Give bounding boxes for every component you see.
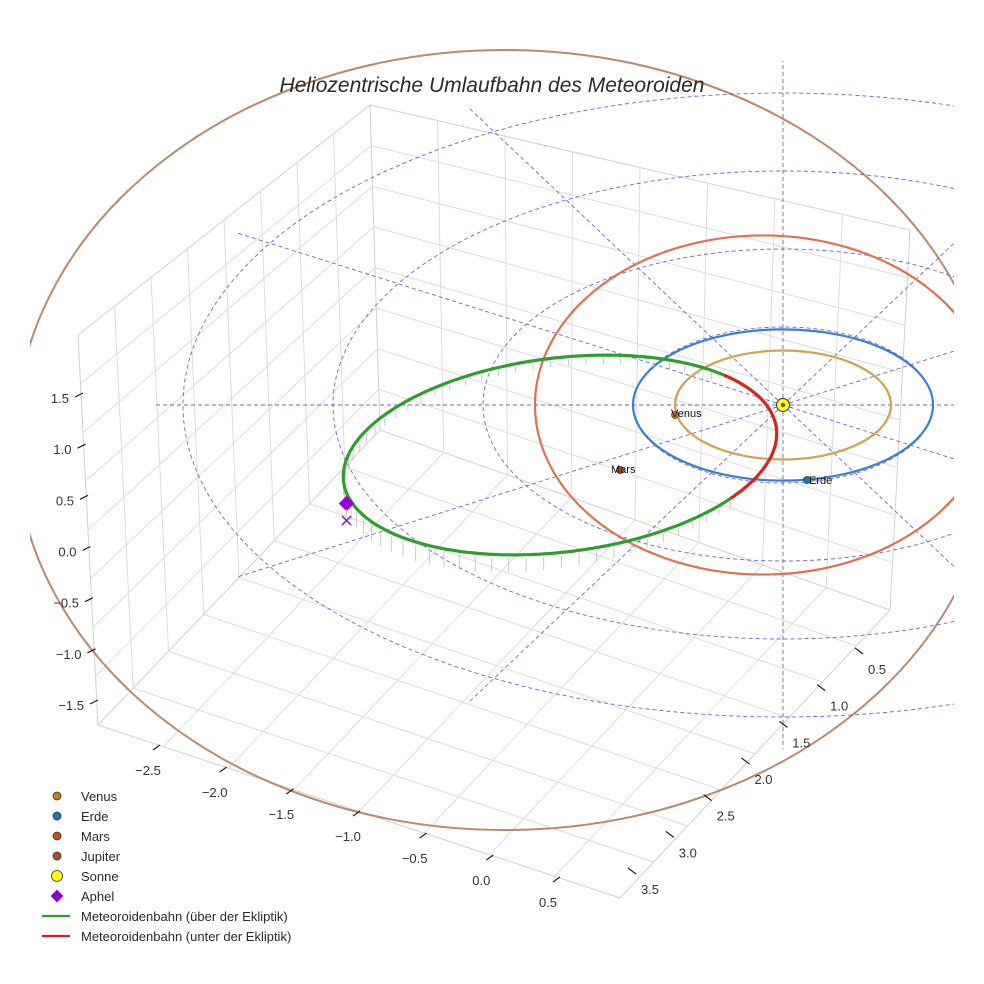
legend-item-5: Sonne [40,866,291,886]
x-axis-tick-label: −1.5 [268,807,294,822]
legend-item-2: Erde [40,806,291,826]
legend-item-4: Jupiter [40,846,291,866]
y-axis-tick [627,867,637,875]
x-axis-tick-label: −2.5 [135,763,161,778]
legend: Venus Erde Mars Jupiter Sonne Aphel Meteoroide… [40,786,291,946]
z-axis-tick-label: 1.5 [51,391,69,406]
y-axis-tick [741,757,750,765]
y-axis-tick-label: 2.5 [717,809,735,824]
z-axis: 1.5 1.0 0.5 0.0 −0.5 −1.0 −1.5 [51,391,99,713]
ecliptic-radial-line [782,404,954,568]
planet-orbits [533,234,954,576]
ecliptic-radial-line [237,404,784,578]
legend-item-8: Meteoroidenbahn (unter der Ekliptik) [40,926,291,946]
ecliptic-grid [153,61,954,749]
legend-line-icon [42,934,70,938]
legend-item-3: Mars [40,826,291,846]
legend-line-icon [42,914,70,918]
legend-label: Venus [81,788,118,804]
y-axis-tick-label: 2.0 [754,772,772,787]
ecliptic-radial-line [237,232,784,406]
legend-circle-icon [52,791,62,801]
z-axis-tick-label: −0.5 [53,596,79,611]
x-axis: −2.5 −2.0 −1.5 −1.0 −0.5 0.0 0.5 [135,744,561,910]
z-axis-tick-label: −1.0 [56,647,82,662]
chart-title: Heliozentrische Umlaufbahn des Meteoroid… [279,74,705,97]
z-axis-tick [82,545,91,552]
y-axis-tick-label: 0.5 [868,662,886,677]
mars-label: Mars [611,464,636,476]
y-axis-tick [778,720,788,728]
y-axis-tick-label: 3.5 [641,882,659,897]
legend-label: Erde [81,808,109,824]
y-axis: 0.5 1.0 1.5 2.0 2.5 3.0 3.5 [627,647,886,897]
legend-circle-icon [52,851,62,861]
meteoroid-orbit-above [341,353,732,557]
box-grid [77,104,911,899]
z-axis-tick [74,392,84,398]
x-axis-tick [552,876,561,883]
x-axis-tick [419,832,428,839]
x-axis-tick [152,744,161,751]
x-axis-tick [485,854,494,861]
legend-circle-icon [52,811,62,821]
x-axis-tick-label: −1.0 [335,829,361,844]
z-axis-tick-label: −1.5 [58,698,84,713]
mars-orbit [533,234,954,576]
legend-label: Mars [81,828,110,844]
venus-label: Venus [671,408,702,420]
z-axis-tick [79,494,89,500]
z-axis-tick [89,699,99,705]
ecliptic-radial-line [782,404,954,460]
x-axis-tick-label: 0.5 [539,895,557,910]
erde-marker: Erde [803,475,832,487]
venus-orbit [673,349,893,461]
ecliptic-radial-line [782,242,954,406]
y-axis-tick [854,647,864,655]
z-axis-tick [84,597,94,603]
z-axis-tick [87,648,96,654]
grid-lines [80,120,908,877]
y-axis-tick-label: 1.0 [830,699,848,714]
jupiter-orbit [30,49,954,831]
z-axis-tick [77,443,86,449]
z-axis-tick-label: 0.5 [56,493,74,508]
erde-label: Erde [809,475,832,487]
x-axis-tick [352,810,361,817]
legend-circle-icon [52,831,62,841]
sun-marker [776,398,790,412]
legend-item-7: Meteoroidenbahn (über der Ekliptik) [40,906,291,926]
x-axis-tick-label: −2.0 [202,785,228,800]
legend-label: Jupiter [81,848,121,864]
legend-item-1: Venus [40,786,291,806]
legend-label: Sonne [81,868,119,884]
mars-marker: Mars [611,464,636,476]
meteoroid-orbit-below [723,373,779,500]
legend-item-6: Aphel [40,886,291,906]
legend-label: Meteoroidenbahn (unter der Ekliptik) [81,928,292,944]
x-axis-tick-label: −0.5 [402,851,428,866]
y-axis-tick [816,684,826,692]
legend-circle-icon [51,870,63,882]
y-axis-tick [703,794,713,802]
z-axis-tick-label: 0.0 [58,545,76,560]
legend-diamond-icon [50,889,64,903]
ecliptic-radial-line [467,106,784,406]
legend-label: Aphel [81,888,115,904]
aphel-projection-marker [341,515,352,526]
aphel-marker [338,495,355,516]
x-axis-tick [285,788,294,795]
y-axis-tick-label: 1.5 [792,735,810,750]
x-axis-tick-label: 0.0 [472,873,490,888]
venus-marker: Venus [671,408,702,420]
y-axis-tick [665,830,675,838]
y-axis-tick-label: 3.0 [679,845,697,860]
ecliptic-radial-line [467,404,784,704]
z-axis-tick-label: 1.0 [53,442,71,457]
x-axis-tick [219,766,228,773]
projection-lines [342,358,731,573]
erde-orbit [631,328,935,482]
legend-label: Meteoroidenbahn (über der Ekliptik) [81,908,288,924]
